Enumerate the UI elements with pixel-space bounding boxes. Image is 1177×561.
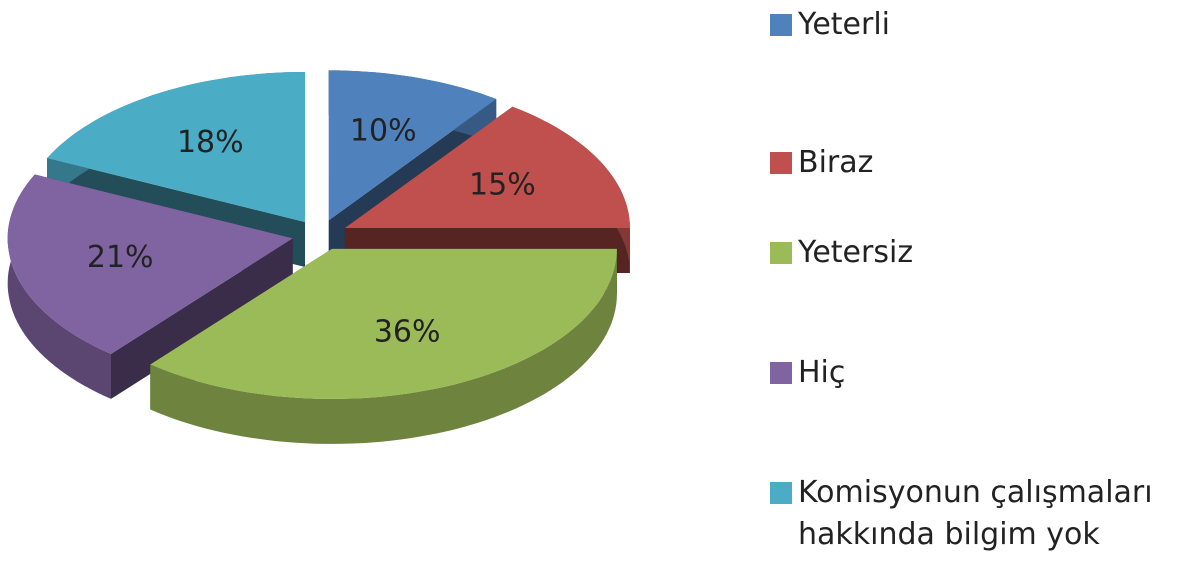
legend-swatch: [770, 362, 792, 384]
data-label: 15%: [469, 167, 536, 202]
slice-top: [7, 174, 293, 354]
legend-label: Yetersiz: [798, 235, 914, 270]
data-label: 18%: [177, 125, 244, 160]
slice-top: [47, 72, 305, 222]
data-label: 10%: [350, 113, 417, 148]
legend-item: Komisyonun çalışmaları hakkında bilgim y…: [770, 472, 1170, 556]
slice-top: [328, 70, 497, 221]
slice: 36%: [150, 248, 617, 444]
slice-side: [111, 238, 293, 399]
legend-item: Yeterli: [770, 4, 1170, 46]
legend-swatch: [770, 482, 792, 504]
slice-wall: [150, 248, 617, 444]
data-label: 21%: [87, 240, 154, 275]
slice-top: [150, 248, 617, 399]
legend-item: Yetersiz: [770, 232, 1170, 274]
legend-item: Hiç: [770, 352, 1170, 394]
slice-top: [344, 106, 630, 228]
legend-label: Yeterli: [798, 7, 891, 42]
legend-label: Biraz: [798, 145, 874, 180]
slice: 21%: [7, 174, 293, 399]
data-label: 36%: [374, 315, 441, 350]
legend-label: Komisyonun çalışmaları hakkında bilgim y…: [798, 475, 1153, 552]
legend-swatch: [770, 242, 792, 264]
legend-swatch: [770, 14, 792, 36]
slice-wall: [7, 174, 112, 399]
legend-item: Biraz: [770, 142, 1170, 184]
legend-label: Hiç: [798, 355, 846, 390]
legend-swatch: [770, 152, 792, 174]
chart: 10% 18% 15% 21% 36%: [7, 70, 630, 444]
